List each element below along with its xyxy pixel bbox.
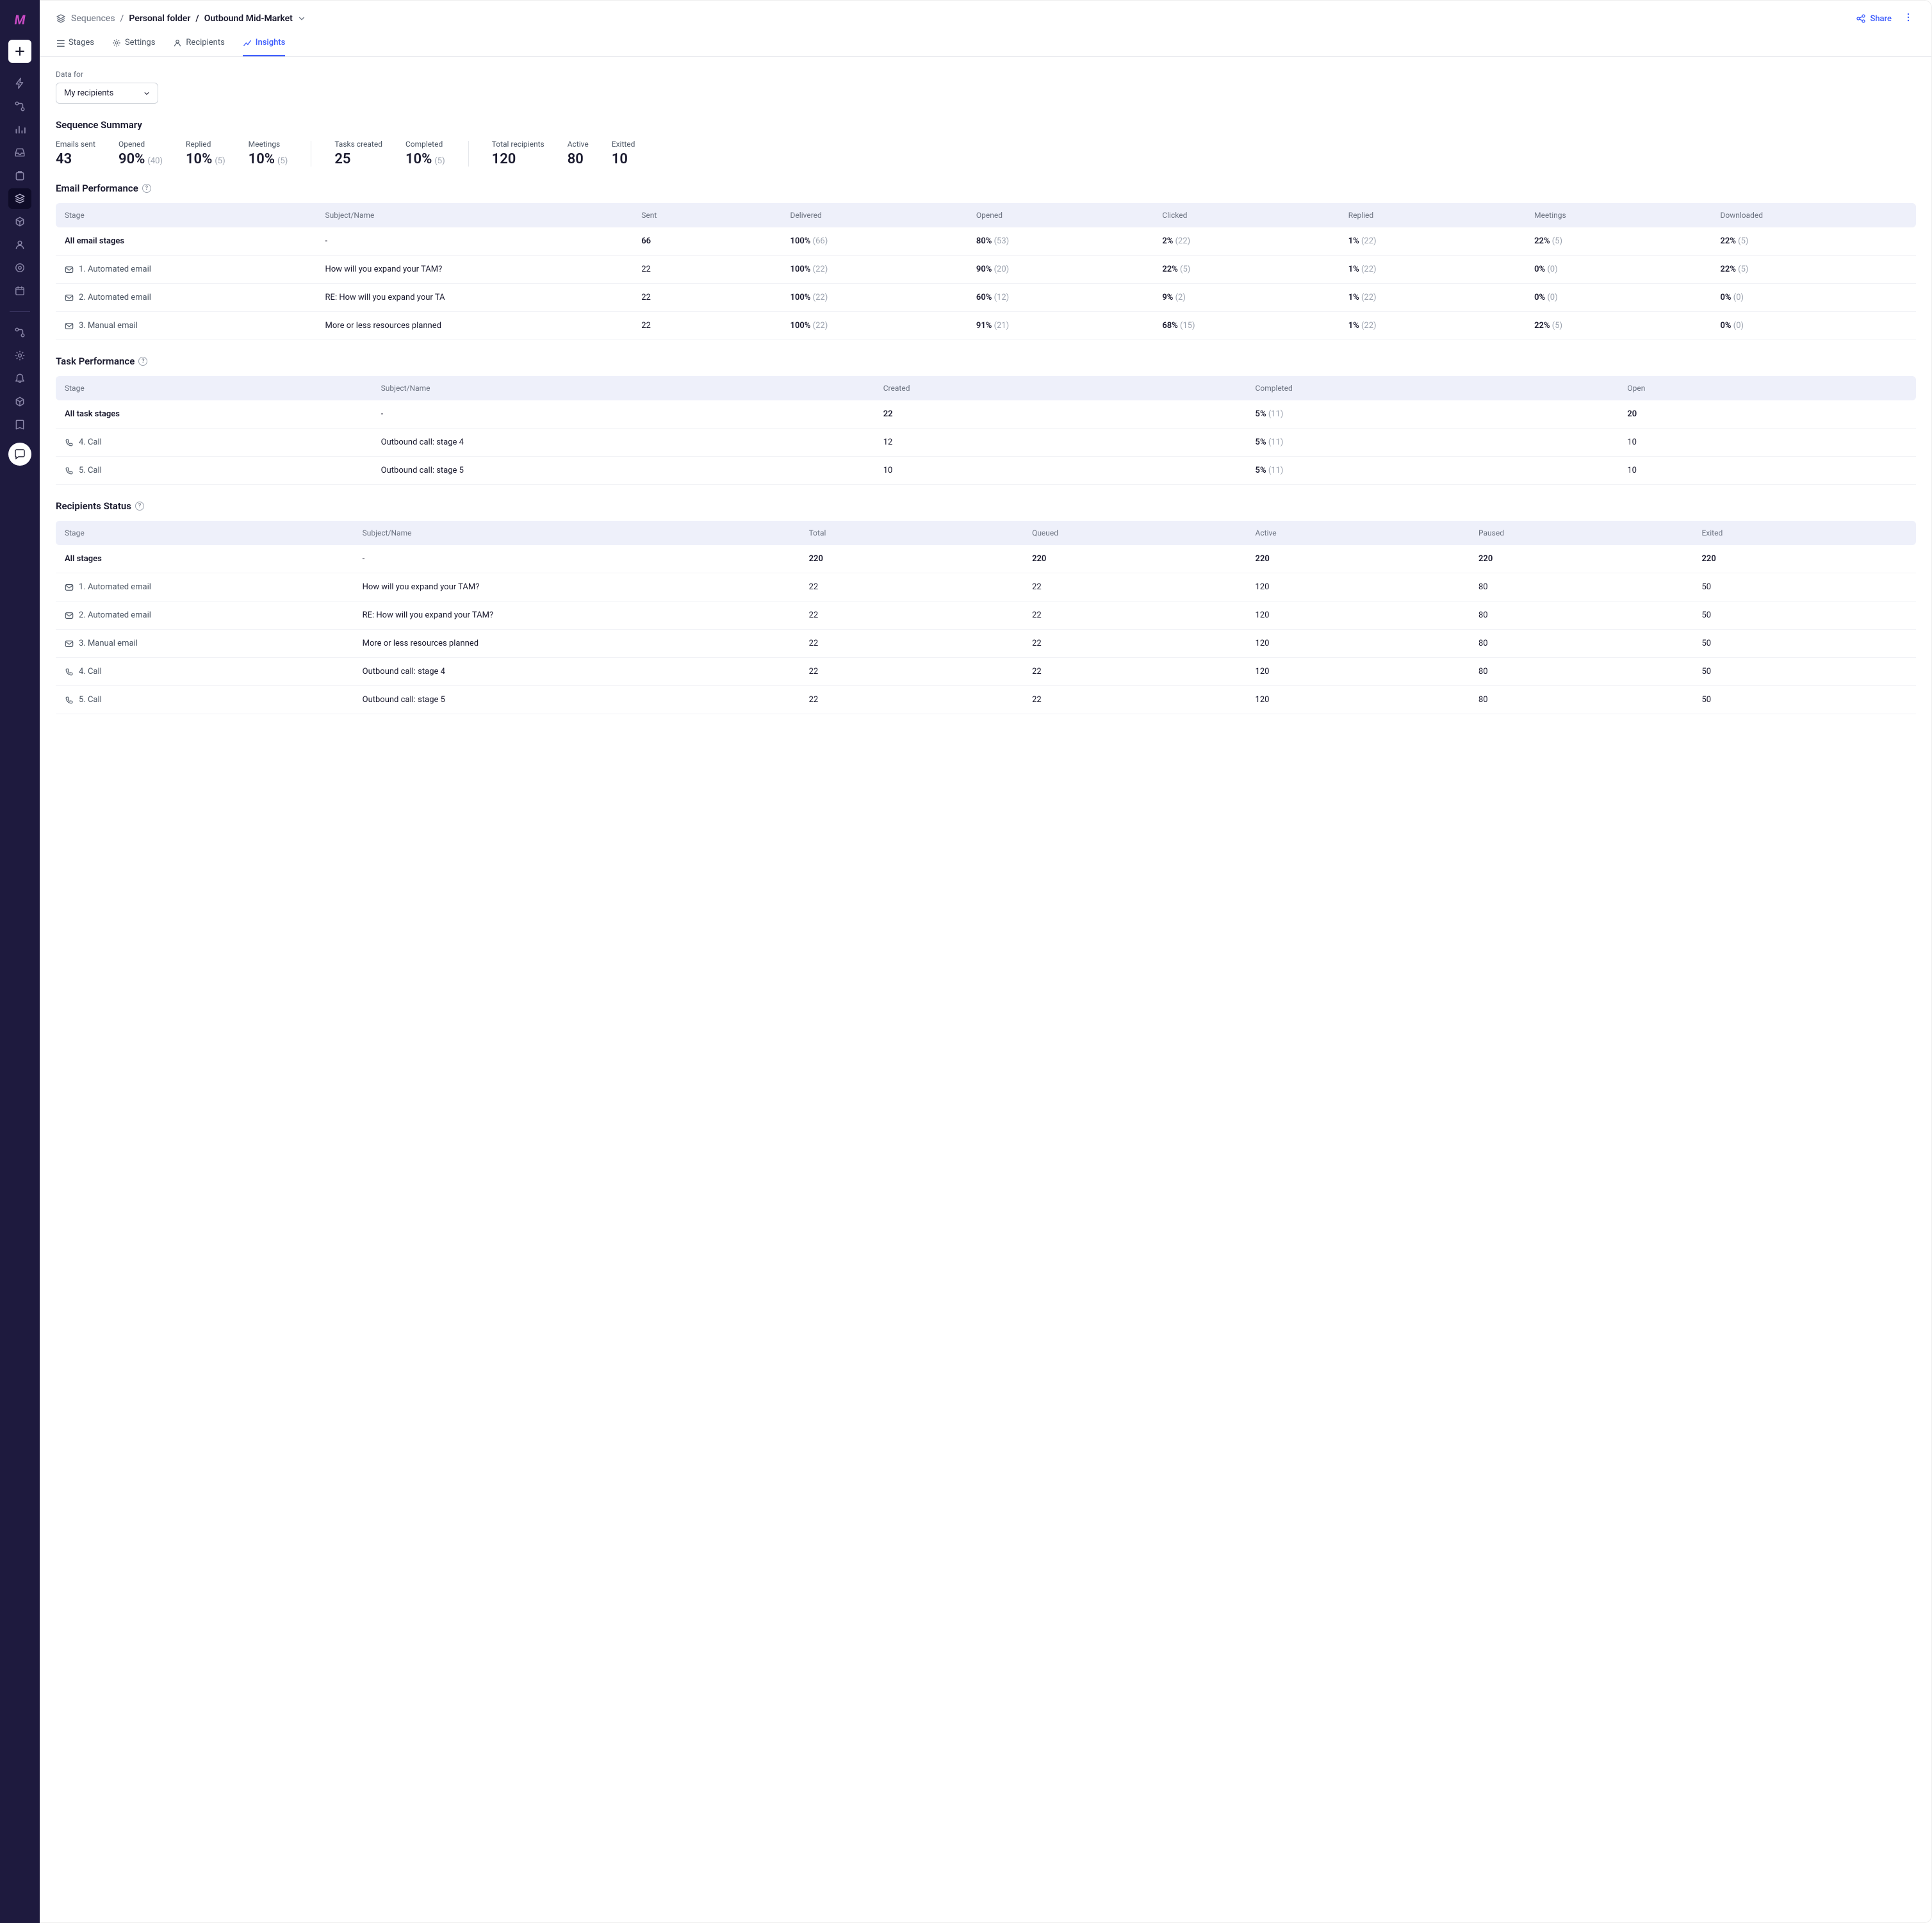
nav-tasks[interactable] (8, 165, 31, 186)
help-icon[interactable]: ? (142, 184, 151, 193)
table-row-all: All task stages - 22 5% (11) 20 (56, 400, 1916, 429)
nav-settings[interactable] (8, 345, 31, 366)
mail-icon (65, 583, 74, 592)
task-performance-title: Task Performance? (56, 356, 1916, 367)
nav-inbox[interactable] (8, 142, 31, 163)
tab-stages[interactable]: Stages (56, 38, 94, 56)
nav-library[interactable] (8, 414, 31, 435)
task-performance-table: Stage Subject/Name Created Completed Ope… (56, 376, 1916, 485)
list-icon (56, 38, 65, 47)
tab-settings[interactable]: Settings (112, 38, 155, 56)
chevron-down-icon (143, 90, 150, 97)
divider (468, 141, 469, 167)
mail-icon (65, 611, 74, 620)
topbar: Sequences / Personal folder / Outbound M… (40, 1, 1931, 28)
nav-workflows[interactable] (8, 96, 31, 117)
data-for-select[interactable]: My recipients (56, 83, 158, 104)
email-performance-title: Email Performance? (56, 183, 1916, 194)
table-row[interactable]: 2. Automated emailRE: How will you expan… (56, 601, 1916, 630)
metric-replied: Replied10%(5) (186, 140, 225, 167)
breadcrumb-root: Sequences (71, 13, 115, 24)
phone-icon (65, 667, 74, 676)
table-row[interactable]: 2. Automated emailRE: How will you expan… (56, 284, 1916, 312)
breadcrumb-name: Outbound Mid-Market (204, 13, 293, 24)
phone-icon (65, 438, 74, 447)
mail-icon (65, 293, 74, 302)
nav-sequences[interactable] (8, 188, 31, 209)
email-performance-table: Stage Subject/Name Sent Delivered Opened… (56, 203, 1916, 340)
tab-insights[interactable]: Insights (243, 38, 286, 56)
nav-products[interactable] (8, 211, 31, 232)
table-row[interactable]: 5. CallOutbound call: stage 5105% (11)10 (56, 457, 1916, 485)
table-row[interactable]: 1. Automated emailHow will you expand yo… (56, 256, 1916, 284)
filter-label: Data for (56, 70, 1916, 79)
add-button[interactable] (8, 40, 31, 63)
sidebar-separator (10, 311, 30, 312)
nav-notifications[interactable] (8, 368, 31, 389)
mail-icon (65, 265, 74, 274)
table-header-row: Stage Subject/Name Total Queued Active P… (56, 521, 1916, 545)
tab-recipients[interactable]: Recipients (173, 38, 224, 56)
content: Data for My recipients Sequence Summary … (40, 57, 1931, 740)
nav-calendar[interactable] (8, 281, 31, 301)
nav-targets[interactable] (8, 258, 31, 278)
tabs: Stages Settings Recipients Insights (40, 28, 1931, 57)
table-row-all: All stages - 220 220 220 220 220 (56, 545, 1916, 573)
chat-button[interactable] (8, 443, 31, 466)
metric-exitted: Exitted10 (612, 140, 635, 167)
nav-help-docs[interactable] (8, 391, 31, 412)
phone-icon (65, 696, 74, 705)
user-icon (173, 38, 182, 47)
nav-quick-actions[interactable] (8, 73, 31, 94)
recipients-status-title: Recipients Status? (56, 500, 1916, 512)
share-button[interactable]: Share (1856, 13, 1892, 24)
table-row-all: All email stages - 66 100% (66) 80% (53)… (56, 227, 1916, 256)
table-header-row: Stage Subject/Name Created Completed Ope… (56, 376, 1916, 400)
phone-icon (65, 466, 74, 475)
metric-total-recipients: Total recipients120 (492, 140, 544, 167)
metric-emails-sent: Emails sent43 (56, 140, 95, 167)
dots-vertical-icon (1903, 12, 1913, 22)
sidebar: M (0, 0, 40, 1923)
nav-contacts[interactable] (8, 234, 31, 255)
table-row[interactable]: 3. Manual emailMore or less resources pl… (56, 312, 1916, 340)
share-icon (1856, 13, 1866, 24)
metric-meetings: Meetings10%(5) (249, 140, 288, 167)
table-header-row: Stage Subject/Name Sent Delivered Opened… (56, 203, 1916, 227)
metric-opened: Opened90%(40) (119, 140, 163, 167)
mail-icon (65, 639, 74, 648)
gear-icon (112, 38, 121, 47)
table-row[interactable]: 1. Automated emailHow will you expand yo… (56, 573, 1916, 601)
mail-icon (65, 322, 74, 331)
table-row[interactable]: 3. Manual emailMore or less resources pl… (56, 630, 1916, 658)
table-row[interactable]: 5. CallOutbound call: stage 522221208050 (56, 686, 1916, 714)
nav-analytics[interactable] (8, 119, 31, 140)
summary-metrics: Emails sent43 Opened90%(40) Replied10%(5… (56, 140, 1916, 167)
help-icon[interactable]: ? (135, 502, 144, 511)
layers-icon (56, 13, 66, 24)
breadcrumb-folder: Personal folder (129, 13, 190, 24)
main-panel: Sequences / Personal folder / Outbound M… (40, 0, 1932, 1923)
more-menu-button[interactable] (1901, 10, 1916, 28)
metric-tasks-created: Tasks created25 (334, 140, 382, 167)
metric-completed: Completed10%(5) (405, 140, 445, 167)
sequence-summary-title: Sequence Summary (56, 119, 1916, 131)
breadcrumb[interactable]: Sequences / Personal folder / Outbound M… (56, 13, 306, 24)
chart-icon (243, 38, 252, 47)
metric-active: Active80 (568, 140, 589, 167)
recipients-status-table: Stage Subject/Name Total Queued Active P… (56, 521, 1916, 714)
nav-admin[interactable] (8, 322, 31, 343)
help-icon[interactable]: ? (138, 357, 147, 366)
chevron-down-icon (298, 15, 306, 22)
table-row[interactable]: 4. CallOutbound call: stage 4125% (11)10 (56, 429, 1916, 457)
logo: M (8, 8, 32, 32)
table-row[interactable]: 4. CallOutbound call: stage 422221208050 (56, 658, 1916, 686)
